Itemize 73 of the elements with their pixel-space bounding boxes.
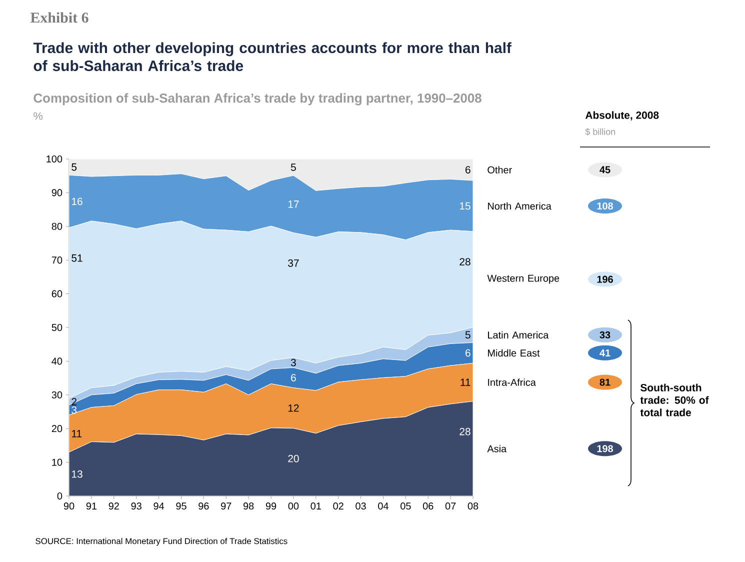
data-label: 20: [288, 454, 299, 462]
x-tick-label: 02: [333, 502, 344, 510]
x-tick-label: 91: [86, 502, 97, 510]
y-tick-label: 80: [52, 222, 62, 230]
series-label: Asia: [487, 444, 507, 452]
x-tick-label: 92: [108, 502, 119, 510]
data-label: 11: [460, 378, 470, 386]
text: 196: [597, 276, 613, 283]
series-label: Latin America: [488, 331, 549, 339]
x-tick-label: 08: [468, 502, 478, 510]
chart-title: Trade with other developing countries accounts for more than half of sub-Saharan Africa’s trade: [33, 42, 512, 72]
series-label: Middle East: [488, 349, 540, 357]
x-tick-label: 93: [131, 502, 142, 510]
text: $ billion: [585, 128, 616, 136]
x-tick-label: 98: [243, 502, 254, 510]
text: 33: [600, 331, 610, 338]
text: South-south trade: 50% of total trade: [640, 384, 709, 416]
x-tick-label: 07: [445, 502, 456, 510]
series-label: Western Europe: [487, 274, 560, 284]
x-tick-label: 06: [422, 502, 434, 510]
data-label: 16: [72, 198, 82, 206]
text: 108: [597, 202, 614, 210]
data-label: 11: [72, 430, 82, 438]
x-tick-label: 96: [198, 502, 209, 510]
x-tick-label: 00: [288, 502, 299, 510]
data-label: 28: [460, 428, 470, 436]
data-label: 5: [465, 331, 470, 339]
data-label: 5: [290, 164, 296, 171]
data-label: 3: [290, 358, 296, 366]
y-tick-label: 60: [52, 290, 62, 298]
data-label: 12: [288, 404, 299, 412]
data-label: 51: [72, 254, 82, 262]
series-label: Other: [488, 166, 512, 174]
y-tick-label: 50: [52, 324, 62, 332]
data-label: 37: [288, 259, 299, 267]
y-tick-label: 100: [46, 155, 62, 163]
x-tick-label: 94: [154, 502, 164, 510]
series-label: North America: [488, 202, 552, 210]
data-label: 6: [466, 166, 470, 174]
y-tick-label: 10: [52, 458, 62, 466]
data-label: 13: [72, 470, 82, 478]
x-tick-label: 01: [310, 502, 321, 510]
x-tick-label: 04: [378, 502, 388, 510]
y-tick-label: 30: [52, 391, 62, 398]
y-tick-label: 90: [52, 189, 62, 196]
x-tick-label: 95: [176, 502, 186, 510]
x-tick-label: 05: [400, 502, 411, 510]
data-label: 3: [72, 406, 77, 414]
y-tick-label: 40: [52, 358, 62, 365]
x-tick-label: 03: [356, 502, 366, 510]
data-label: 15: [460, 202, 470, 210]
data-label: 28: [460, 258, 470, 266]
data-label: 6: [291, 374, 296, 382]
y-tick-label: 20: [52, 425, 62, 432]
text: 45: [600, 166, 610, 174]
data-label: 17: [288, 200, 299, 208]
data-label: 2: [72, 398, 76, 406]
y-axis-title: %: [34, 112, 43, 120]
series-label: Intra-Africa: [488, 378, 536, 386]
text: 41: [600, 349, 610, 356]
x-tick-label: 90: [64, 502, 74, 510]
x-tick-label: 99: [266, 502, 276, 510]
y-tick-label: 70: [52, 256, 62, 264]
text: Exhibit 6: [30, 12, 88, 23]
data-label: 6: [466, 349, 470, 357]
chart-subtitle: Composition of sub-Saharan Africa’s trade by trading partner, 1990–2008: [34, 93, 482, 106]
data-label: 5: [72, 163, 77, 171]
text: 198: [597, 445, 614, 452]
text: 81: [600, 378, 610, 386]
source-note: SOURCE: International Monetary Fund Direction of Trade Statistics: [36, 538, 288, 546]
x-tick-label: 97: [221, 502, 232, 510]
text: Absolute, 2008: [585, 111, 659, 120]
y-tick-label: 0: [57, 492, 62, 500]
